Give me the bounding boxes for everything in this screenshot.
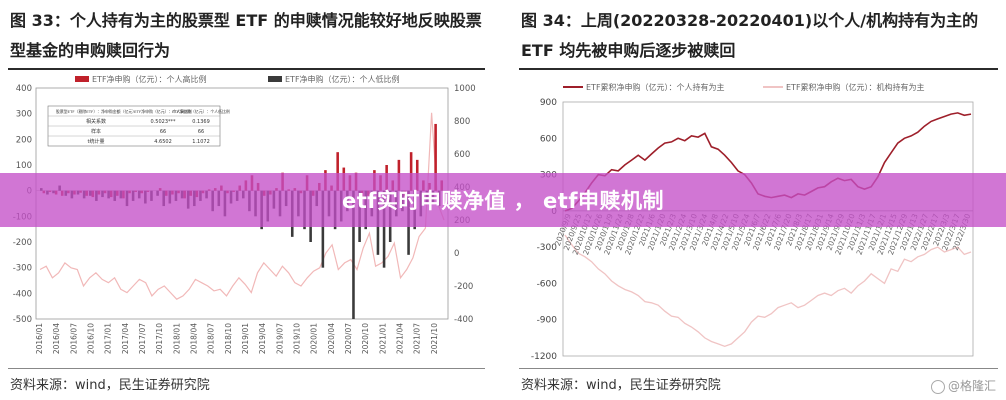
bar-individual-low (352, 190, 355, 319)
x-axis-tick-label: 2020/10 (361, 323, 370, 354)
left-axis-tick-label: 200 (16, 135, 32, 145)
right-axis-tick-label: 0 (454, 249, 459, 259)
x-axis-tick-label: 2020/07 (344, 323, 353, 354)
right-axis-tick-label: -400 (454, 315, 473, 325)
left-axis-tick-label: 100 (16, 161, 32, 171)
plot-frame (562, 101, 974, 357)
left-axis-tick-label: -400 (13, 289, 32, 299)
bar-individual-high (434, 123, 437, 191)
right-axis-tick-label: 800 (454, 117, 470, 127)
legend-label-high: ETF净申购（亿元）：个人高比例 (92, 74, 207, 84)
x-axis-tick-label: 2021/07 (413, 323, 422, 354)
right-axis-tick-label: 600 (454, 150, 470, 160)
x-axis-tick-label: 2016/07 (69, 323, 78, 354)
y-axis-tick-label: -1200 (531, 352, 557, 362)
x-axis-tick-label: 2017/10 (155, 323, 164, 354)
x-axis-tick-label: 2019/10 (293, 323, 302, 354)
right-axis-tick-label: 1000 (454, 84, 476, 94)
inset-table-cell: 0.5023*** (151, 119, 176, 125)
right-source-note: 资料来源：wind，民生证券研究院 (521, 378, 721, 393)
y-axis-tick-label: -300 (537, 243, 558, 253)
bar-individual-high (409, 152, 413, 191)
legend-swatch-high (75, 76, 89, 82)
x-axis-tick-label: 2016/04 (52, 323, 61, 354)
headline-banner: etf实时申赎净值 ， etf申赎机制 (0, 173, 1006, 227)
right-title-rule (519, 68, 998, 70)
y-axis-tick-label: 600 (540, 134, 557, 144)
left-title-rule (8, 68, 485, 70)
inset-table-header: ETF净申购（亿元）：个人低比例 (172, 109, 230, 114)
inset-table-cell: 4.6502 (154, 139, 172, 145)
right-source-rule (519, 368, 998, 369)
legend-label-low: ETF净申购（亿元）：个人低比例 (285, 74, 400, 84)
left-source-note: 资料来源：wind，民生证券研究院 (10, 378, 210, 393)
left-axis-tick-label: 400 (16, 84, 32, 94)
x-axis-tick-label: 2019/04 (258, 323, 267, 354)
series-line-institution (564, 234, 972, 347)
inset-table-cell: 相关系数 (86, 118, 106, 125)
y-axis-tick-label: 900 (540, 98, 557, 108)
left-axis-tick-label: -200 (13, 238, 32, 248)
right-figure-title: 图 34：上周(20220328-20220401)以个人/机构持有为主的 ET… (521, 11, 979, 60)
x-axis-tick-label: 2017/07 (138, 323, 147, 354)
left-source-rule (8, 368, 485, 369)
x-axis-tick-label: 2020/01 (310, 323, 319, 354)
x-axis-tick-label: 2017/04 (121, 323, 130, 354)
series-line-right-axis (39, 112, 445, 300)
x-axis-tick-label: 2019/01 (241, 323, 250, 354)
left-axis-tick-label: 300 (16, 110, 32, 120)
inset-table-cell: 0.1369 (192, 119, 210, 125)
x-axis-tick-label: 2016/10 (87, 323, 96, 354)
x-axis-tick-label: 2018/10 (224, 323, 233, 354)
bar-individual-low (321, 190, 325, 268)
left-figure-title: 图 33：个人持有为主的股票型 ETF 的申赎情况能较好地反映股票型基金的申购赎… (10, 11, 482, 60)
y-axis-tick-label: -900 (537, 316, 558, 326)
x-axis-tick-label: 2018/07 (207, 323, 216, 354)
legend-label-individual: ETF累积净申购（亿元）：个人持有为主 (586, 82, 725, 92)
banner-text: etf实时申赎净值 ， etf申赎机制 (342, 189, 664, 213)
x-axis-tick-label: 2021/10 (430, 323, 439, 354)
watermark-logo-icon (930, 379, 945, 394)
x-axis-tick-label: 2017/01 (104, 323, 113, 354)
inset-table-header: 股票型ETF（剔除ETF）：净申购金额（亿元） (56, 109, 136, 114)
x-axis-tick-label: 2019/07 (275, 323, 284, 354)
inset-table-cell: 样本 (91, 128, 101, 135)
watermark-text: @格隆汇 (947, 379, 996, 393)
x-axis-tick-label: 2018/01 (172, 323, 181, 354)
left-axis-tick-label: -300 (13, 264, 32, 274)
legend-label-institution: ETF累积净申购（亿元）：机构持有为主 (786, 82, 925, 92)
inset-table-cell: 66 (160, 129, 166, 135)
legend-swatch-low (268, 76, 282, 82)
x-axis-tick-label: 2020/04 (327, 323, 336, 354)
bar-individual-high (336, 152, 339, 191)
y-axis-tick-label: -600 (537, 279, 558, 289)
bar-individual-low (382, 190, 386, 268)
x-axis-tick-label: 2021/04 (396, 323, 405, 354)
inset-table-cell: t统计量 (88, 138, 105, 145)
inset-table-cell: 66 (198, 129, 204, 135)
inset-table-cell: 1.1072 (192, 139, 210, 145)
x-axis-tick-label: 2016/01 (35, 323, 44, 354)
inset-table-header: ETF净申购（亿元）：个人高比例 (134, 109, 192, 114)
watermark: @格隆汇 (930, 377, 996, 394)
left-axis-tick-label: -500 (13, 315, 32, 325)
x-axis-tick-label: 2021/01 (378, 323, 387, 354)
right-axis-tick-label: -200 (454, 282, 473, 292)
x-axis-tick-label: 2018/04 (190, 323, 199, 354)
